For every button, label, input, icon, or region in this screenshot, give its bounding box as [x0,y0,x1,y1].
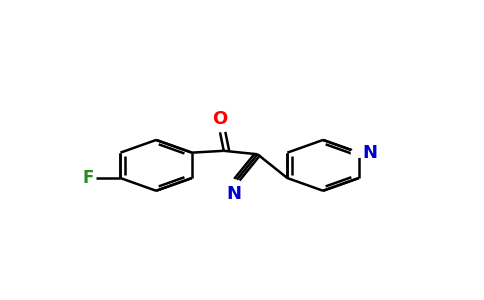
Text: N: N [363,144,378,162]
Circle shape [351,148,366,157]
Text: N: N [227,185,242,203]
Text: O: O [212,110,227,128]
Text: F: F [83,169,94,187]
